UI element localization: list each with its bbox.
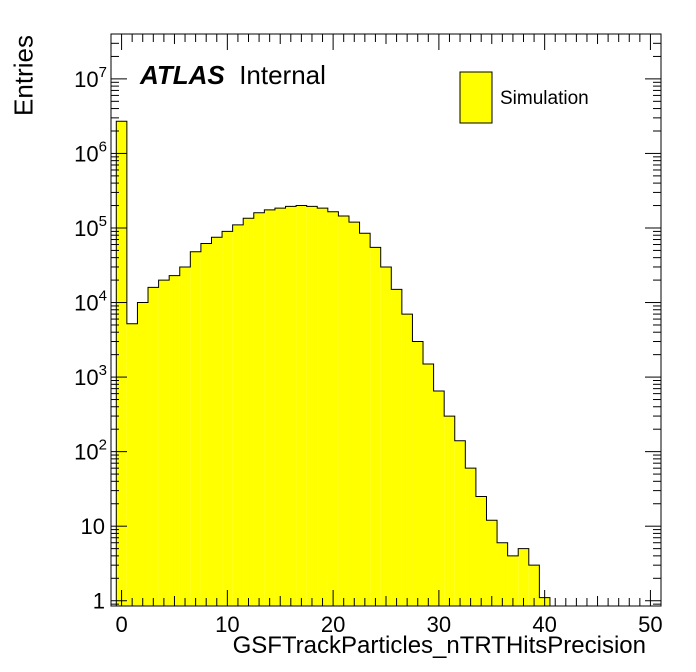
- histogram-bar: [296, 205, 307, 607]
- x-axis-label: GSFTrackParticles_nTRTHitsPrecision: [232, 632, 646, 659]
- histogram-bar: [475, 496, 487, 606]
- y-tick-label: 105: [74, 213, 107, 241]
- atlas-word: ATLAS: [140, 60, 225, 90]
- x-tick-label: 30: [427, 612, 451, 637]
- histogram-bar: [232, 224, 244, 606]
- legend-swatch: [459, 71, 493, 124]
- x-tick-label: 40: [532, 612, 556, 637]
- histogram-outline: [115, 120, 551, 606]
- histogram-bar: [401, 314, 413, 606]
- histogram-bar: [317, 208, 328, 606]
- histogram-bar: [222, 231, 233, 607]
- histogram-bar: [116, 121, 127, 606]
- histogram-bar: [391, 289, 402, 606]
- x-tick-label: 50: [638, 612, 662, 637]
- histogram-bar: [243, 218, 254, 606]
- histogram-bar: [486, 520, 498, 606]
- histogram-bar: [497, 542, 508, 606]
- y-tick-label: 103: [74, 362, 107, 390]
- legend-entry-label: Simulation: [500, 88, 589, 109]
- x-tick-label: 0: [115, 612, 127, 637]
- y-tick-label: 104: [74, 288, 107, 316]
- histogram-bar: [433, 391, 445, 606]
- histogram-bar: [412, 341, 424, 606]
- histogram-bar: [253, 212, 265, 606]
- y-tick-label: 1: [93, 589, 105, 614]
- histogram-bar: [211, 237, 223, 607]
- histogram-bar: [338, 215, 349, 606]
- internal-word: Internal: [239, 60, 326, 90]
- histogram-bar: [465, 468, 476, 606]
- histogram-bar: [274, 208, 286, 606]
- histogram-bar: [148, 287, 159, 606]
- histogram-bar: [190, 251, 201, 607]
- histogram-bar: [179, 266, 191, 606]
- histogram-bar: [528, 565, 540, 606]
- y-axis-label: Entries: [8, 35, 39, 116]
- histogram-bar: [264, 209, 275, 606]
- histogram-bar: [454, 440, 466, 606]
- y-tick-label: 106: [74, 138, 107, 166]
- histogram-bar: [306, 206, 318, 606]
- y-tick-label: 102: [74, 437, 107, 465]
- histogram-bar: [359, 233, 371, 606]
- histogram-bar: [348, 222, 360, 606]
- histogram-bar: [169, 275, 180, 606]
- histogram-bar: [507, 555, 519, 606]
- y-axis-label-wrap: Entries: [6, 30, 46, 130]
- histogram-bar: [137, 302, 149, 606]
- histogram-bar: [370, 247, 381, 606]
- histogram-bar: [380, 266, 392, 606]
- x-tick-label: 10: [215, 612, 239, 637]
- y-tick-label: 107: [74, 64, 107, 92]
- histogram-bar: [158, 280, 170, 606]
- atlas-label: ATLAS Internal: [140, 60, 326, 91]
- y-tick-label: 10: [81, 514, 105, 539]
- histogram-bar: [285, 206, 297, 606]
- histogram-bar: [444, 416, 455, 606]
- histogram-bar: [423, 363, 434, 606]
- x-tick-label: 20: [321, 612, 345, 637]
- histogram-bar: [126, 323, 138, 606]
- histogram-bar: [327, 211, 339, 606]
- histogram-bar: [518, 548, 529, 606]
- histogram-bar: [200, 243, 212, 606]
